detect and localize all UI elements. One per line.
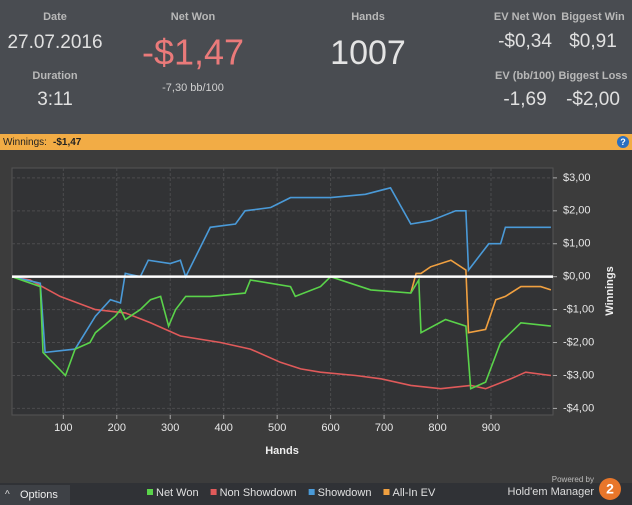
biggest-loss: -$2,00 (566, 89, 620, 110)
net-won: -$1,47 (142, 32, 244, 73)
hands-label: Hands (351, 11, 385, 23)
legend-label: Non Showdown (220, 487, 297, 499)
legend-label: Net Won (156, 487, 199, 499)
legend-label: Showdown (318, 487, 372, 499)
y-tick-label: $0,00 (563, 271, 591, 283)
legend: Net Won Non Showdown Showdown All-In EV (147, 487, 436, 499)
powered-by: Powered by (552, 475, 594, 484)
winnings-bar-label: Winnings: (3, 137, 47, 148)
brand: Hold'em Manager (508, 486, 595, 498)
winnings-bar (0, 134, 632, 150)
x-tick-label: 100 (54, 422, 72, 434)
x-tick-label: 300 (161, 422, 179, 434)
legend-swatch (308, 489, 315, 495)
biggest-win: $0,91 (569, 31, 617, 52)
ev-bb: -1,69 (503, 89, 546, 110)
y-axis-label: Winnings (604, 266, 616, 315)
ev-net-won: -$0,34 (498, 31, 552, 52)
ev-bb-label: EV (bb/100) (495, 70, 555, 82)
biggest-win-label: Biggest Win (561, 11, 625, 23)
series-line (11, 186, 551, 354)
ev-net-won-label: EV Net Won (494, 11, 556, 23)
help-icon[interactable] (617, 136, 629, 148)
y-tick-label: -$3,00 (563, 369, 594, 381)
brand-number: 2 (606, 481, 614, 497)
date-label: Date (43, 11, 67, 23)
x-tick-label: 900 (482, 422, 500, 434)
header-panel (0, 0, 632, 134)
net-won-label: Net Won (171, 11, 216, 23)
legend-swatch (147, 489, 153, 495)
y-tick-label: -$1,00 (563, 304, 594, 316)
y-tick-label: $3,00 (563, 172, 591, 184)
series-line (11, 275, 552, 390)
y-tick-label: -$4,00 (563, 402, 594, 414)
x-tick-label: 700 (375, 422, 393, 434)
winnings-bar-value: -$1,47 (53, 137, 82, 148)
series-line (11, 275, 551, 390)
series-line (410, 259, 552, 334)
legend-swatch (383, 489, 390, 495)
plot-area (11, 167, 554, 416)
biggest-loss-label: Biggest Loss (558, 70, 627, 82)
plot: $3,00 $2,00 $1,00 $0,00 -$1,00 -$2,00 -$3,00 -$… (11, 168, 594, 434)
net-won-bb: -7,30 bb/100 (162, 82, 224, 94)
x-tick-label: 200 (108, 422, 126, 434)
footer (0, 483, 632, 505)
y-tick-label: -$2,00 (563, 336, 594, 348)
x-tick-label: 600 (321, 422, 339, 434)
y-tick-label: $1,00 (563, 238, 591, 250)
help-icon-text[interactable]: ? (620, 137, 626, 147)
x-tick-label: 500 (268, 422, 286, 434)
brand-logo (599, 478, 621, 500)
duration: 3:11 (37, 89, 73, 110)
x-tick-label: 400 (215, 422, 233, 434)
legend-label: All-In EV (392, 487, 435, 499)
options-caret[interactable]: ^ (5, 490, 10, 501)
options-button[interactable] (0, 485, 70, 505)
x-axis-label: Hands (265, 445, 299, 457)
duration-label: Duration (32, 70, 78, 82)
hands: 1007 (330, 34, 406, 72)
date: 27.07.2016 (7, 32, 102, 53)
x-tick-label: 800 (428, 422, 446, 434)
y-tick-label: $2,00 (563, 205, 591, 217)
legend-swatch (210, 489, 217, 495)
options-text[interactable]: Options (20, 489, 58, 501)
